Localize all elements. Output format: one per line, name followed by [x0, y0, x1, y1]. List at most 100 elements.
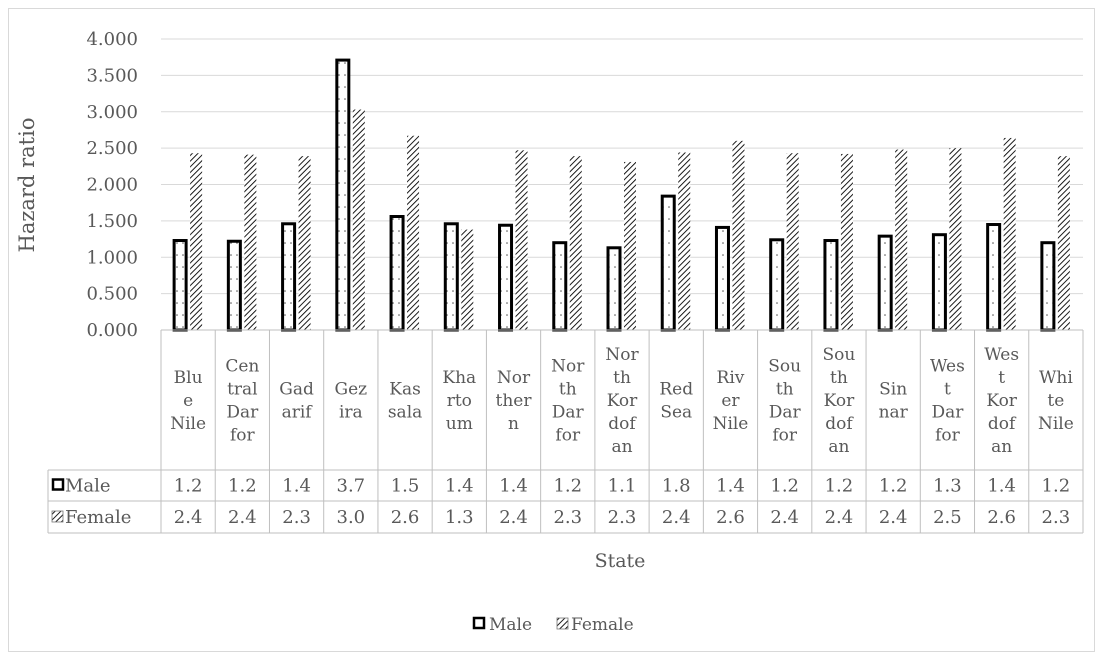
table-cell: 2.6 [391, 507, 420, 528]
category-label-line: Dar [552, 403, 585, 423]
category-label-line: Riv [717, 368, 745, 388]
table-cell: 2.3 [1042, 507, 1071, 528]
table-cell: 1.2 [770, 476, 799, 497]
category-label-line: sala [388, 403, 422, 423]
category-label: Sin nar [879, 380, 909, 423]
table-cell: 1.4 [282, 476, 311, 497]
legend-female-icon [556, 617, 569, 630]
category-label-line: an [611, 437, 632, 457]
category-label-line: dof [608, 414, 637, 434]
category-label-line: for [230, 426, 256, 446]
table-cell: 1.2 [825, 476, 854, 497]
y-tick-label: 0.000 [86, 320, 138, 341]
bar-male [498, 223, 514, 332]
chart-frame [8, 8, 1095, 652]
category-label-line: for [935, 426, 961, 446]
bar-female [1057, 156, 1070, 330]
series-row-label: Female [65, 507, 131, 528]
bar-female [840, 153, 853, 330]
category-label-line: n [508, 414, 519, 434]
table-cell: 1.4 [716, 476, 745, 497]
category-label-line: rto [447, 391, 472, 411]
table-cell: 1.2 [1042, 476, 1071, 497]
table-cell: 2.4 [174, 507, 203, 528]
category-label-line: Wes [930, 357, 965, 377]
category-label-line: Nor [497, 368, 531, 388]
female-key-icon [51, 510, 64, 523]
category-label: Red Sea [659, 380, 693, 423]
category-label: Wes t Dar for [930, 357, 965, 446]
category-label-line: Red [659, 380, 693, 400]
bar-male [714, 225, 730, 332]
category-label: Gez ira [335, 380, 368, 423]
category-label-line: Nile [170, 414, 206, 434]
table-cell: 3.0 [337, 507, 366, 528]
category-label-line: an [828, 437, 849, 457]
bar-female [569, 156, 582, 330]
table-cell: 1.4 [499, 476, 528, 497]
y-tick-label: 1.500 [86, 211, 138, 232]
table-cell: 2.4 [499, 507, 528, 528]
y-axis-label: Hazard ratio [15, 118, 39, 253]
table-cell: 1.8 [662, 476, 691, 497]
category-label-line: for [555, 426, 581, 446]
category-label-line: Gez [335, 380, 368, 400]
category-label-line: th [613, 368, 631, 388]
category-label-line: Kas [389, 380, 421, 400]
y-tick-label: 2.500 [86, 138, 138, 159]
bar-female [298, 156, 311, 330]
bars [172, 58, 1070, 332]
bar-male [986, 223, 1002, 332]
legend-female-label: Female [571, 615, 634, 635]
category-label-line: Wes [984, 345, 1019, 365]
table-cell: 1.3 [933, 476, 962, 497]
table-cell: 2.6 [716, 507, 745, 528]
category-label-line: Kha [442, 368, 476, 388]
bar-male [877, 234, 893, 332]
category-label-line: er [721, 391, 740, 411]
category-label-line: Sea [660, 403, 692, 423]
table-cell: 1.4 [445, 476, 474, 497]
y-tick-label: 3.000 [86, 102, 138, 123]
category-label-line: Whi [1039, 368, 1073, 388]
table-cell: 2.4 [879, 507, 908, 528]
table-cell: 1.2 [174, 476, 203, 497]
category-label: Whi te Nile [1038, 368, 1074, 434]
category-label-line: dof [825, 414, 854, 434]
legend: Male Female [472, 615, 634, 635]
category-label: Cen tral Dar for [225, 357, 259, 446]
y-tick-label: 0.500 [86, 284, 138, 305]
bar-female [1003, 137, 1016, 330]
category-label-line: Sou [823, 345, 856, 365]
bar-male [335, 58, 351, 332]
category-label-line: th [559, 380, 577, 400]
table-cell: 2.4 [825, 507, 854, 528]
legend-male-icon [472, 616, 486, 630]
category-label-line: th [830, 368, 848, 388]
table-cell: 2.6 [987, 507, 1016, 528]
category-label-line: Nile [713, 414, 749, 434]
bar-male [552, 241, 568, 332]
category-label: Nor ther n [496, 368, 533, 434]
bar-male [226, 239, 242, 332]
table-cell: 2.4 [228, 507, 257, 528]
legend-male-label: Male [489, 615, 532, 635]
category-label-line: t [944, 380, 951, 400]
bar-male [660, 194, 676, 332]
table-cell: 2.3 [282, 507, 311, 528]
bar-male [443, 222, 459, 332]
bar-male [931, 233, 947, 332]
table-cell: 1.2 [228, 476, 257, 497]
male-key-icon [51, 478, 65, 491]
category-label-line: dof [988, 414, 1017, 434]
category-label-line: Blu [174, 368, 203, 388]
category-label-line: ira [339, 403, 363, 423]
category-label-line: nar [879, 403, 909, 423]
data-table: Blu e Nile Cen tral Dar for Gad arif Gez ira Kas sal… [47, 329, 1084, 534]
bar-male [172, 239, 188, 332]
category-label-line: te [1047, 391, 1064, 411]
table-cell: 1.2 [879, 476, 908, 497]
category-label-line: Kor [607, 391, 638, 411]
table-cell: 2.4 [662, 507, 691, 528]
